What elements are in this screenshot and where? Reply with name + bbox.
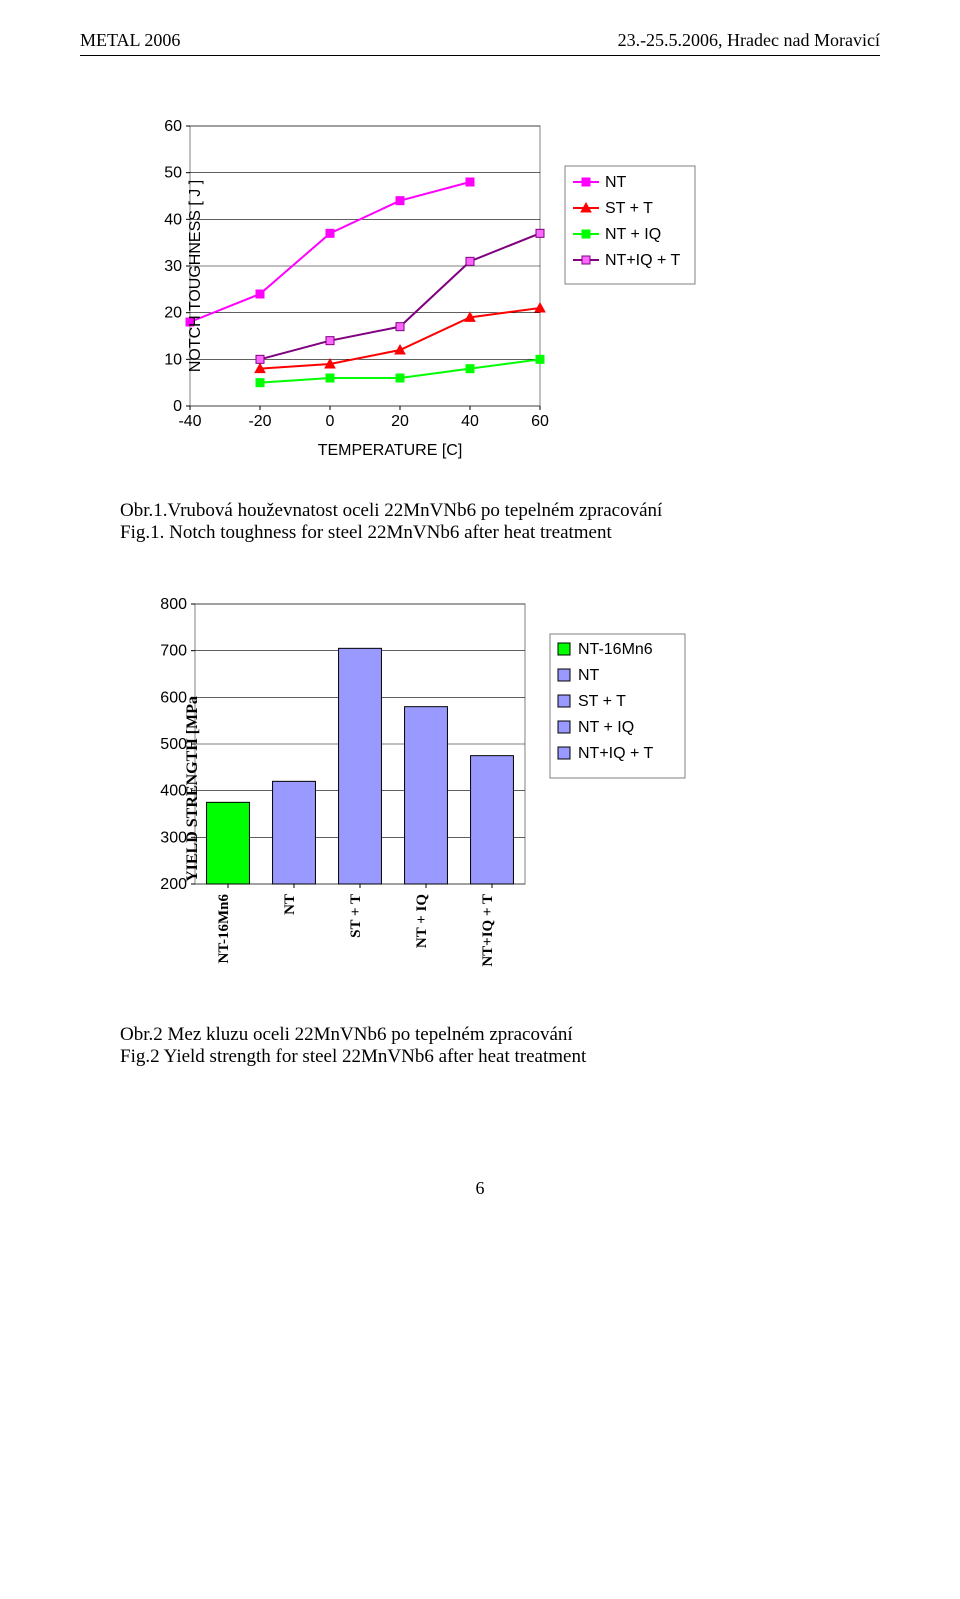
- svg-text:NT + IQ: NT + IQ: [578, 719, 634, 736]
- svg-text:NT+IQ + T: NT+IQ + T: [480, 894, 496, 967]
- svg-text:10: 10: [164, 351, 182, 368]
- svg-text:NT + IQ: NT + IQ: [414, 894, 430, 948]
- chart2-block: YIELD STRENGTH [MPa 20030040050060070080…: [140, 594, 880, 984]
- chart1-ylabel: NOTCH TOUGHNESS [ J ]: [187, 180, 205, 372]
- caption1-line2: Fig.1. Notch toughness for steel 22MnVNb…: [120, 522, 880, 544]
- svg-text:-20: -20: [248, 413, 271, 430]
- page-header: METAL 2006 23.-25.5.2006, Hradec nad Mor…: [80, 30, 880, 51]
- chart1-xlabel: TEMPERATURE [C]: [190, 442, 590, 460]
- svg-text:50: 50: [164, 165, 182, 182]
- svg-text:ST + T: ST + T: [348, 894, 364, 938]
- chart1-wrap: NOTCH TOUGHNESS [ J ] 0102030405060-40-2…: [140, 116, 705, 436]
- header-right: 23.-25.5.2006, Hradec nad Moravicí: [618, 30, 880, 51]
- header-left: METAL 2006: [80, 30, 180, 51]
- svg-text:ST + T: ST + T: [605, 200, 653, 217]
- svg-text:NT + IQ: NT + IQ: [605, 226, 661, 243]
- svg-text:-40: -40: [178, 413, 201, 430]
- page-number: 6: [80, 1178, 880, 1199]
- caption1: Obr.1.Vrubová houževnatost oceli 22MnVNb…: [120, 500, 880, 544]
- svg-text:700: 700: [160, 643, 187, 660]
- svg-text:0: 0: [326, 413, 335, 430]
- svg-text:20: 20: [391, 413, 409, 430]
- caption2: Obr.2 Mez kluzu oceli 22MnVNb6 po tepeln…: [120, 1024, 880, 1068]
- svg-text:40: 40: [164, 211, 182, 228]
- svg-text:NT+IQ + T: NT+IQ + T: [605, 252, 681, 269]
- chart1-plot: 0102030405060-40-200204060NTST + TNT + I…: [140, 116, 705, 436]
- header-underline: [80, 55, 880, 56]
- caption2-line2: Fig.2 Yield strength for steel 22MnVNb6 …: [120, 1046, 880, 1068]
- svg-text:60: 60: [531, 413, 549, 430]
- svg-text:NT: NT: [282, 894, 298, 915]
- svg-text:30: 30: [164, 258, 182, 275]
- chart1-block: NOTCH TOUGHNESS [ J ] 0 10 20 30 40 50 60 -40 -2…: [140, 116, 880, 460]
- svg-text:NT-16Mn6: NT-16Mn6: [216, 894, 232, 964]
- svg-text:60: 60: [164, 118, 182, 135]
- page: METAL 2006 23.-25.5.2006, Hradec nad Mor…: [0, 0, 960, 1239]
- svg-text:NT+IQ + T: NT+IQ + T: [578, 745, 654, 762]
- svg-text:NT: NT: [605, 174, 627, 191]
- svg-text:NT-16Mn6: NT-16Mn6: [578, 641, 653, 658]
- svg-text:ST + T: ST + T: [578, 693, 626, 710]
- chart2-plot: 200300400500600700800NT-16Mn6NTST + TNT …: [140, 594, 695, 984]
- svg-text:20: 20: [164, 305, 182, 322]
- chart2-ylabel: YIELD STRENGTH [MPa: [184, 696, 202, 882]
- chart2-wrap: YIELD STRENGTH [MPa 20030040050060070080…: [140, 594, 695, 984]
- svg-text:40: 40: [461, 413, 479, 430]
- caption1-line1: Obr.1.Vrubová houževnatost oceli 22MnVNb…: [120, 500, 880, 522]
- svg-text:NT: NT: [578, 667, 600, 684]
- caption2-line1: Obr.2 Mez kluzu oceli 22MnVNb6 po tepeln…: [120, 1024, 880, 1046]
- svg-text:800: 800: [160, 596, 187, 613]
